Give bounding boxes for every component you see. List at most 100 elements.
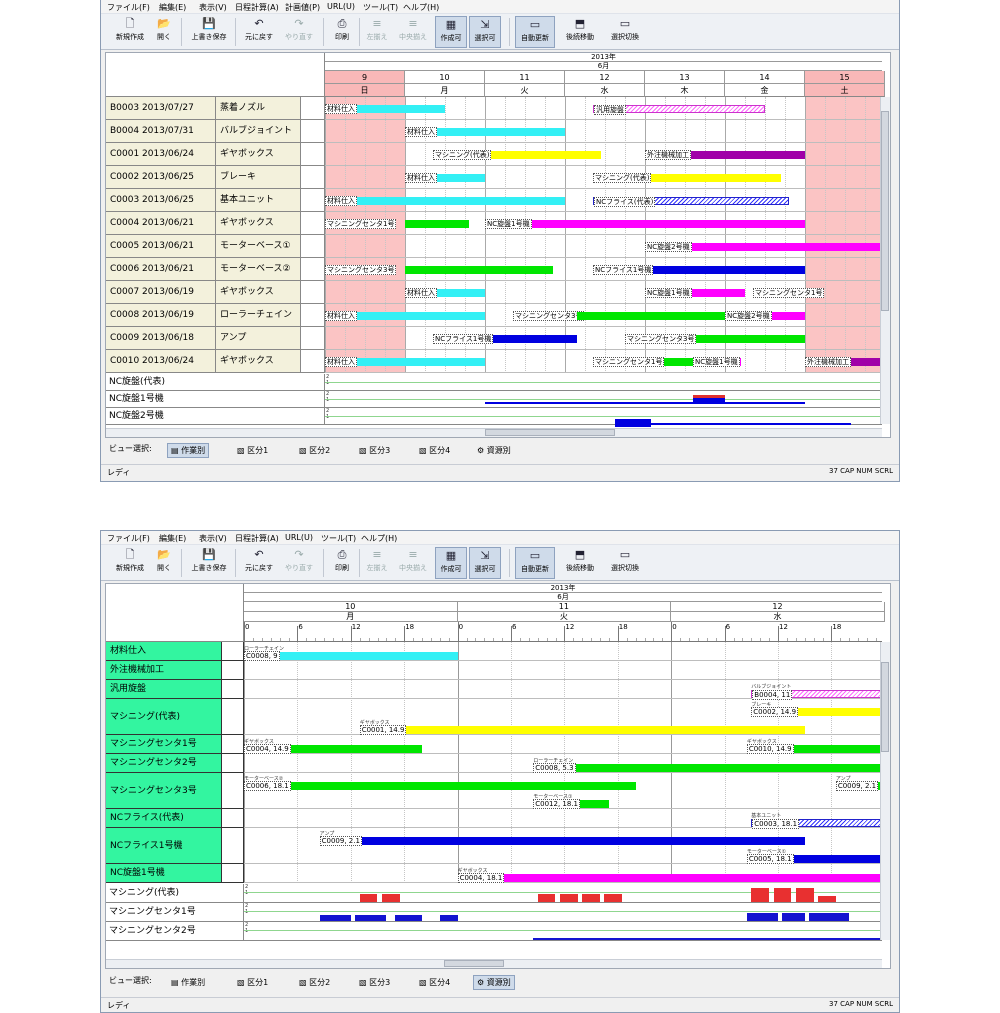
task-bar[interactable]: NCフライス1号機: [593, 265, 805, 275]
task-bar[interactable]: C0004, 14.9: [244, 744, 422, 754]
align-left-button[interactable]: ≡ 左揃え: [366, 17, 388, 42]
auto-update-button[interactable]: ▭ 自動更新: [515, 547, 555, 579]
menu-edit[interactable]: 編集(E): [159, 3, 187, 12]
task-bar[interactable]: [405, 220, 469, 228]
print-button[interactable]: ⎙ 印刷: [335, 17, 349, 42]
tab-category1[interactable]: ▧ 区分1: [237, 446, 269, 455]
task-bar[interactable]: 外注機械加工: [645, 150, 805, 160]
task-bar[interactable]: [405, 266, 553, 274]
task-bar[interactable]: C0003, 18.1: [751, 819, 885, 829]
horizontal-scroll-thumb[interactable]: [485, 429, 615, 436]
tab-category3[interactable]: ▧ 区分3: [359, 978, 391, 987]
horizontal-scroll-thumb[interactable]: [444, 960, 504, 967]
task-bar[interactable]: マシニングセンタ1号: [325, 219, 397, 229]
switch-selection-button[interactable]: ▭ 選択切換: [611, 17, 639, 42]
task-bar[interactable]: C0001, 14.9: [359, 725, 805, 735]
select-mode-button[interactable]: ⇲ 選択可: [469, 547, 501, 579]
switch-selection-button[interactable]: ▭ 選択切換: [611, 548, 639, 573]
task-bar[interactable]: 材料仕入: [405, 127, 565, 137]
task-bar[interactable]: C0005, 18.1: [746, 854, 885, 864]
task-bar[interactable]: NC旋盤1号機: [485, 219, 805, 229]
menu-tools[interactable]: ツール(T): [363, 3, 399, 12]
save-button[interactable]: 💾 上書き保存: [191, 548, 227, 573]
menu-edit[interactable]: 編集(E): [159, 534, 187, 543]
menu-schedule[interactable]: 日程計算(A): [235, 534, 279, 543]
tab-resource-view[interactable]: ⚙ 資源別: [473, 975, 515, 990]
create-mode-button[interactable]: ▦ 作成可: [435, 547, 467, 579]
task-bar[interactable]: NC旋盤2号機: [645, 242, 885, 252]
task-bar[interactable]: 材料仕入: [325, 357, 485, 367]
menu-url[interactable]: URL(U): [285, 533, 313, 542]
task-bar[interactable]: 外注機械加工: [805, 357, 885, 367]
horizontal-scrollbar-left[interactable]: [106, 959, 244, 968]
task-bar[interactable]: 材料仕入: [325, 196, 565, 206]
task-bar[interactable]: [577, 312, 725, 320]
menu-url[interactable]: URL(U): [327, 2, 355, 11]
vertical-scroll-thumb[interactable]: [881, 111, 889, 311]
align-center-button[interactable]: ≡ 中央揃え: [399, 548, 427, 573]
undo-button[interactable]: ↶ 元に戻す: [245, 548, 273, 573]
tab-task-view[interactable]: ▤ 作業別: [171, 978, 206, 987]
task-bar[interactable]: マシニングセンタ3号: [325, 265, 397, 275]
task-bar[interactable]: NCフライス1号機: [433, 334, 577, 344]
open-button[interactable]: 📂 開く: [157, 548, 171, 573]
tab-resource-view[interactable]: ⚙ 資源別: [477, 446, 511, 455]
new-button[interactable]: 🗋 新規作成: [116, 17, 144, 42]
task-bar[interactable]: NC旋盤2号機: [725, 311, 805, 321]
tab-category4[interactable]: ▧ 区分4: [419, 978, 451, 987]
menu-file[interactable]: ファイル(F): [107, 3, 150, 12]
menu-view[interactable]: 表示(V): [199, 534, 227, 543]
tab-category3[interactable]: ▧ 区分3: [359, 446, 391, 455]
menu-view[interactable]: 表示(V): [199, 3, 227, 12]
undo-button[interactable]: ↶ 元に戻す: [245, 17, 273, 42]
task-bar[interactable]: 材料仕入: [325, 104, 445, 114]
select-mode-button[interactable]: ⇲ 選択可: [469, 16, 501, 48]
horizontal-scrollbar-left[interactable]: [106, 428, 325, 437]
task-bar[interactable]: マシニング(代表): [433, 150, 601, 160]
task-bar[interactable]: B0004, 11: [751, 690, 885, 700]
menu-schedule[interactable]: 日程計算(A): [235, 3, 279, 12]
task-bar[interactable]: マシニングセンタ1号: [753, 288, 825, 298]
align-center-button[interactable]: ≡ 中央揃え: [399, 17, 427, 42]
task-bar[interactable]: 汎用旋盤: [593, 105, 765, 115]
task-bar[interactable]: 材料仕入: [405, 288, 485, 298]
task-bar[interactable]: C0004, 18.1: [457, 873, 885, 883]
menu-help[interactable]: ヘルプ(H): [361, 534, 398, 543]
task-bar[interactable]: マシニング(代表): [593, 173, 781, 183]
tab-category4[interactable]: ▧ 区分4: [419, 446, 451, 455]
task-bar[interactable]: 材料仕入: [325, 311, 485, 321]
save-button[interactable]: 💾 上書き保存: [191, 17, 227, 42]
task-bar[interactable]: C0012, 18.1: [533, 799, 609, 809]
vertical-scroll-thumb[interactable]: [881, 662, 889, 752]
move-successor-button[interactable]: ⬒ 後続移動: [566, 17, 594, 42]
redo-button[interactable]: ↷ やり直す: [285, 548, 313, 573]
print-button[interactable]: ⎙ 印刷: [335, 548, 349, 573]
task-bar[interactable]: C0006, 18.1: [244, 781, 636, 791]
task-bar[interactable]: C0002, 14.9: [751, 707, 885, 717]
task-bar[interactable]: C0009, 2.1: [835, 781, 885, 791]
menu-help[interactable]: ヘルプ(H): [403, 3, 440, 12]
vertical-scrollbar[interactable]: [880, 642, 890, 940]
task-bar[interactable]: C0010, 14.9: [746, 744, 885, 754]
task-bar[interactable]: C0008, 9: [244, 651, 458, 661]
auto-update-button[interactable]: ▭ 自動更新: [515, 16, 555, 48]
align-left-button[interactable]: ≡ 左揃え: [366, 548, 388, 573]
task-bar[interactable]: マシニングセンタ3号: [513, 311, 585, 321]
open-button[interactable]: 📂 開く: [157, 17, 171, 42]
task-bar[interactable]: NC旋盤1号機: [693, 357, 741, 367]
new-button[interactable]: 🗋 新規作成: [116, 548, 144, 573]
tab-task-view[interactable]: ▤ 作業別: [167, 443, 210, 458]
task-bar[interactable]: 材料仕入: [405, 173, 485, 183]
create-mode-button[interactable]: ▦ 作成可: [435, 16, 467, 48]
redo-button[interactable]: ↷ やり直す: [285, 17, 313, 42]
horizontal-scrollbar[interactable]: [244, 959, 882, 968]
menu-tools[interactable]: ツール(T): [321, 534, 357, 543]
task-bar[interactable]: NCフライス(代表): [593, 197, 789, 207]
menu-file[interactable]: ファイル(F): [107, 534, 150, 543]
move-successor-button[interactable]: ⬒ 後続移動: [566, 548, 594, 573]
tab-category2[interactable]: ▧ 区分2: [299, 446, 331, 455]
task-bar[interactable]: マシニングセンタ3号: [625, 334, 805, 344]
menu-plan[interactable]: 計画値(P): [285, 3, 321, 12]
task-bar[interactable]: C0008, 5.3: [533, 763, 885, 773]
task-bar[interactable]: マシニングセンタ1号: [593, 357, 693, 367]
